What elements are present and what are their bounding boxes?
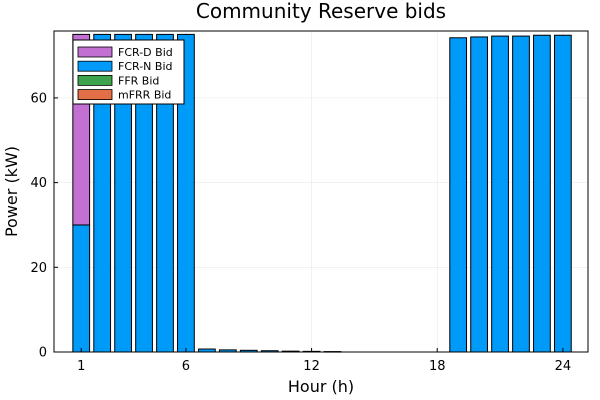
legend-swatch [77,46,113,58]
bar-fcr-n-bid-hour-24 [553,34,572,353]
legend-label: mFRR Bid [118,89,171,102]
y-tick-label: 20 [30,261,47,276]
x-tick-label: 1 [77,359,85,374]
bar-fcr-n-bid-hour-20 [470,36,488,353]
bar-fcr-n-bid-hour-19 [449,37,468,353]
bar-fcr-n-bid-hour-1 [72,224,91,353]
legend-swatch [77,60,113,72]
x-tick-label: 6 [182,359,190,374]
legend-label: FCR-D Bid [118,46,173,59]
chart-title: Community Reserve bids [196,0,446,23]
x-axis-label: Hour (h) [288,377,354,396]
plot-frame [53,30,589,353]
bar-fcr-n-bid-hour-23 [533,34,551,353]
y-axis-label: Power (kW) [2,146,21,237]
x-tick-label: 12 [303,359,320,374]
bar-fcr-n-bid-hour-21 [491,35,509,353]
legend-label: FFR Bid [118,74,159,87]
y-tick-label: 0 [39,346,47,361]
y-tick-label: 40 [30,176,47,191]
x-tick-label: 24 [555,359,572,374]
ticks: 1 6 12 18 24 0 20 40 60 [30,91,571,374]
legend-label: FCR-N Bid [118,60,172,73]
x-tick-label: 18 [429,359,446,374]
legend-swatch [77,89,113,100]
y-tick-label: 60 [30,91,47,106]
legend-swatch [77,75,113,86]
bar-fcr-n-bid-hour-22 [512,35,530,353]
